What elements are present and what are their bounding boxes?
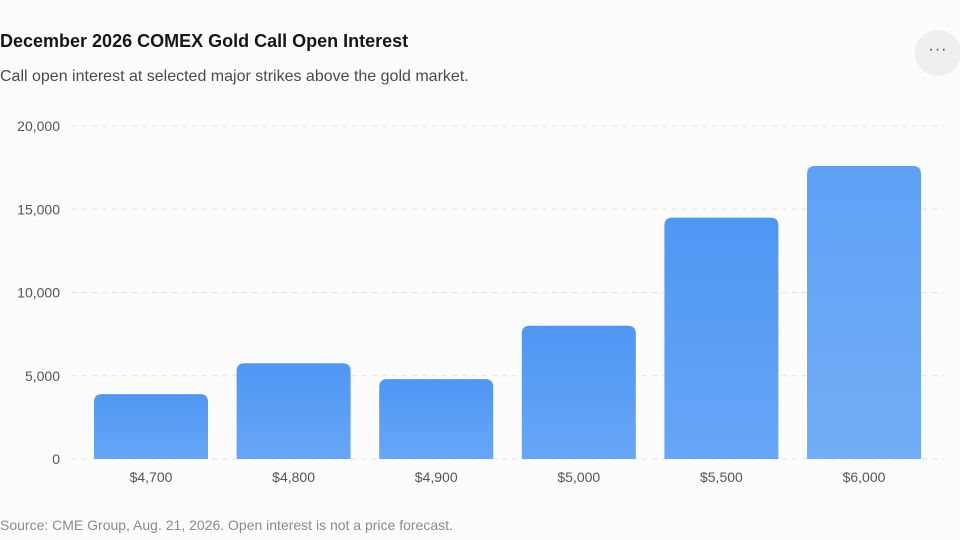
x-category-label: $6,000 [843, 469, 886, 485]
x-category-label: $5,000 [557, 469, 600, 485]
chart-title: December 2026 COMEX Gold Call Open Inter… [0, 31, 409, 51]
bar-4700[interactable] [94, 394, 208, 459]
y-tick-label: 15,000 [17, 201, 60, 217]
bar-6000[interactable] [807, 165, 921, 459]
x-category-label: $4,800 [272, 469, 315, 485]
y-tick-label: 20,000 [17, 118, 60, 134]
y-tick-label: 0 [52, 451, 60, 467]
source-note: Source: CME Group, Aug. 21, 2026. Open i… [0, 517, 453, 533]
bar-5000[interactable] [521, 325, 636, 459]
x-category-label: $4,700 [130, 469, 173, 485]
bar-chart: 0 5,000 10,000 15,000 20,000 $4,700 $4,800 $4,9… [17, 118, 944, 485]
more-options-button[interactable]: ··· [915, 30, 960, 76]
x-category-label: $5,500 [700, 469, 743, 485]
y-tick-label: 5,000 [25, 368, 60, 384]
ellipsis-icon: ··· [928, 41, 948, 58]
bar-5500[interactable] [664, 217, 779, 459]
bar-4800[interactable] [236, 363, 351, 459]
chart-subtitle: Call open interest at selected major str… [0, 68, 469, 85]
bar-4900[interactable] [379, 379, 494, 459]
x-category-label: $4,900 [415, 469, 458, 485]
y-tick-label: 10,000 [17, 285, 60, 301]
